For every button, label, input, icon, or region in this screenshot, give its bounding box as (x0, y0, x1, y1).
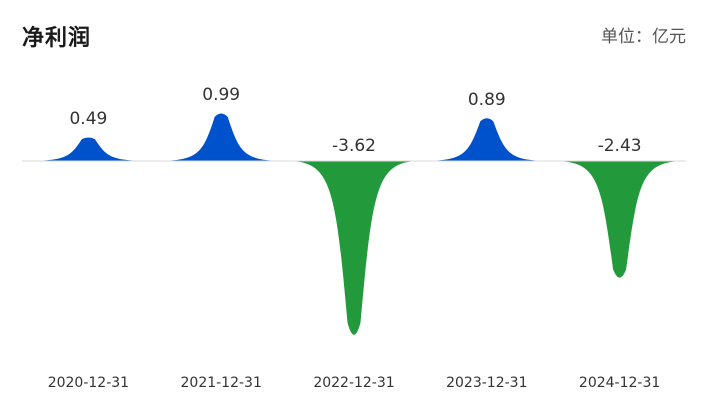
value-label: 0.99 (202, 85, 240, 105)
area-peak-2020-12-31 (22, 137, 155, 161)
value-label: 0.49 (69, 109, 107, 129)
area-peak-2024-12-31 (553, 161, 686, 278)
area-peak-2021-12-31 (154, 113, 288, 161)
x-axis-labels: 2020-12-31 2021-12-31 2022-12-31 2023-12-31… (48, 375, 661, 391)
value-labels: 0.49 0.99 -3.62 0.89 -2.43 (69, 85, 641, 156)
chart-title: 净利润 (22, 26, 92, 51)
area-peak-2023-12-31 (420, 118, 554, 161)
chart-marks (22, 113, 686, 335)
value-label: 0.89 (468, 90, 506, 110)
value-label: -3.62 (332, 136, 376, 156)
x-tick-label: 2024-12-31 (579, 375, 660, 391)
x-tick-label: 2021-12-31 (181, 375, 262, 391)
unit-label: 单位：亿元 (601, 27, 686, 47)
x-tick-label: 2022-12-31 (313, 375, 394, 391)
x-tick-label: 2023-12-31 (446, 375, 527, 391)
area-peak-2022-12-31 (287, 161, 421, 335)
x-tick-label: 2020-12-31 (48, 375, 129, 391)
value-label: -2.43 (598, 136, 642, 156)
